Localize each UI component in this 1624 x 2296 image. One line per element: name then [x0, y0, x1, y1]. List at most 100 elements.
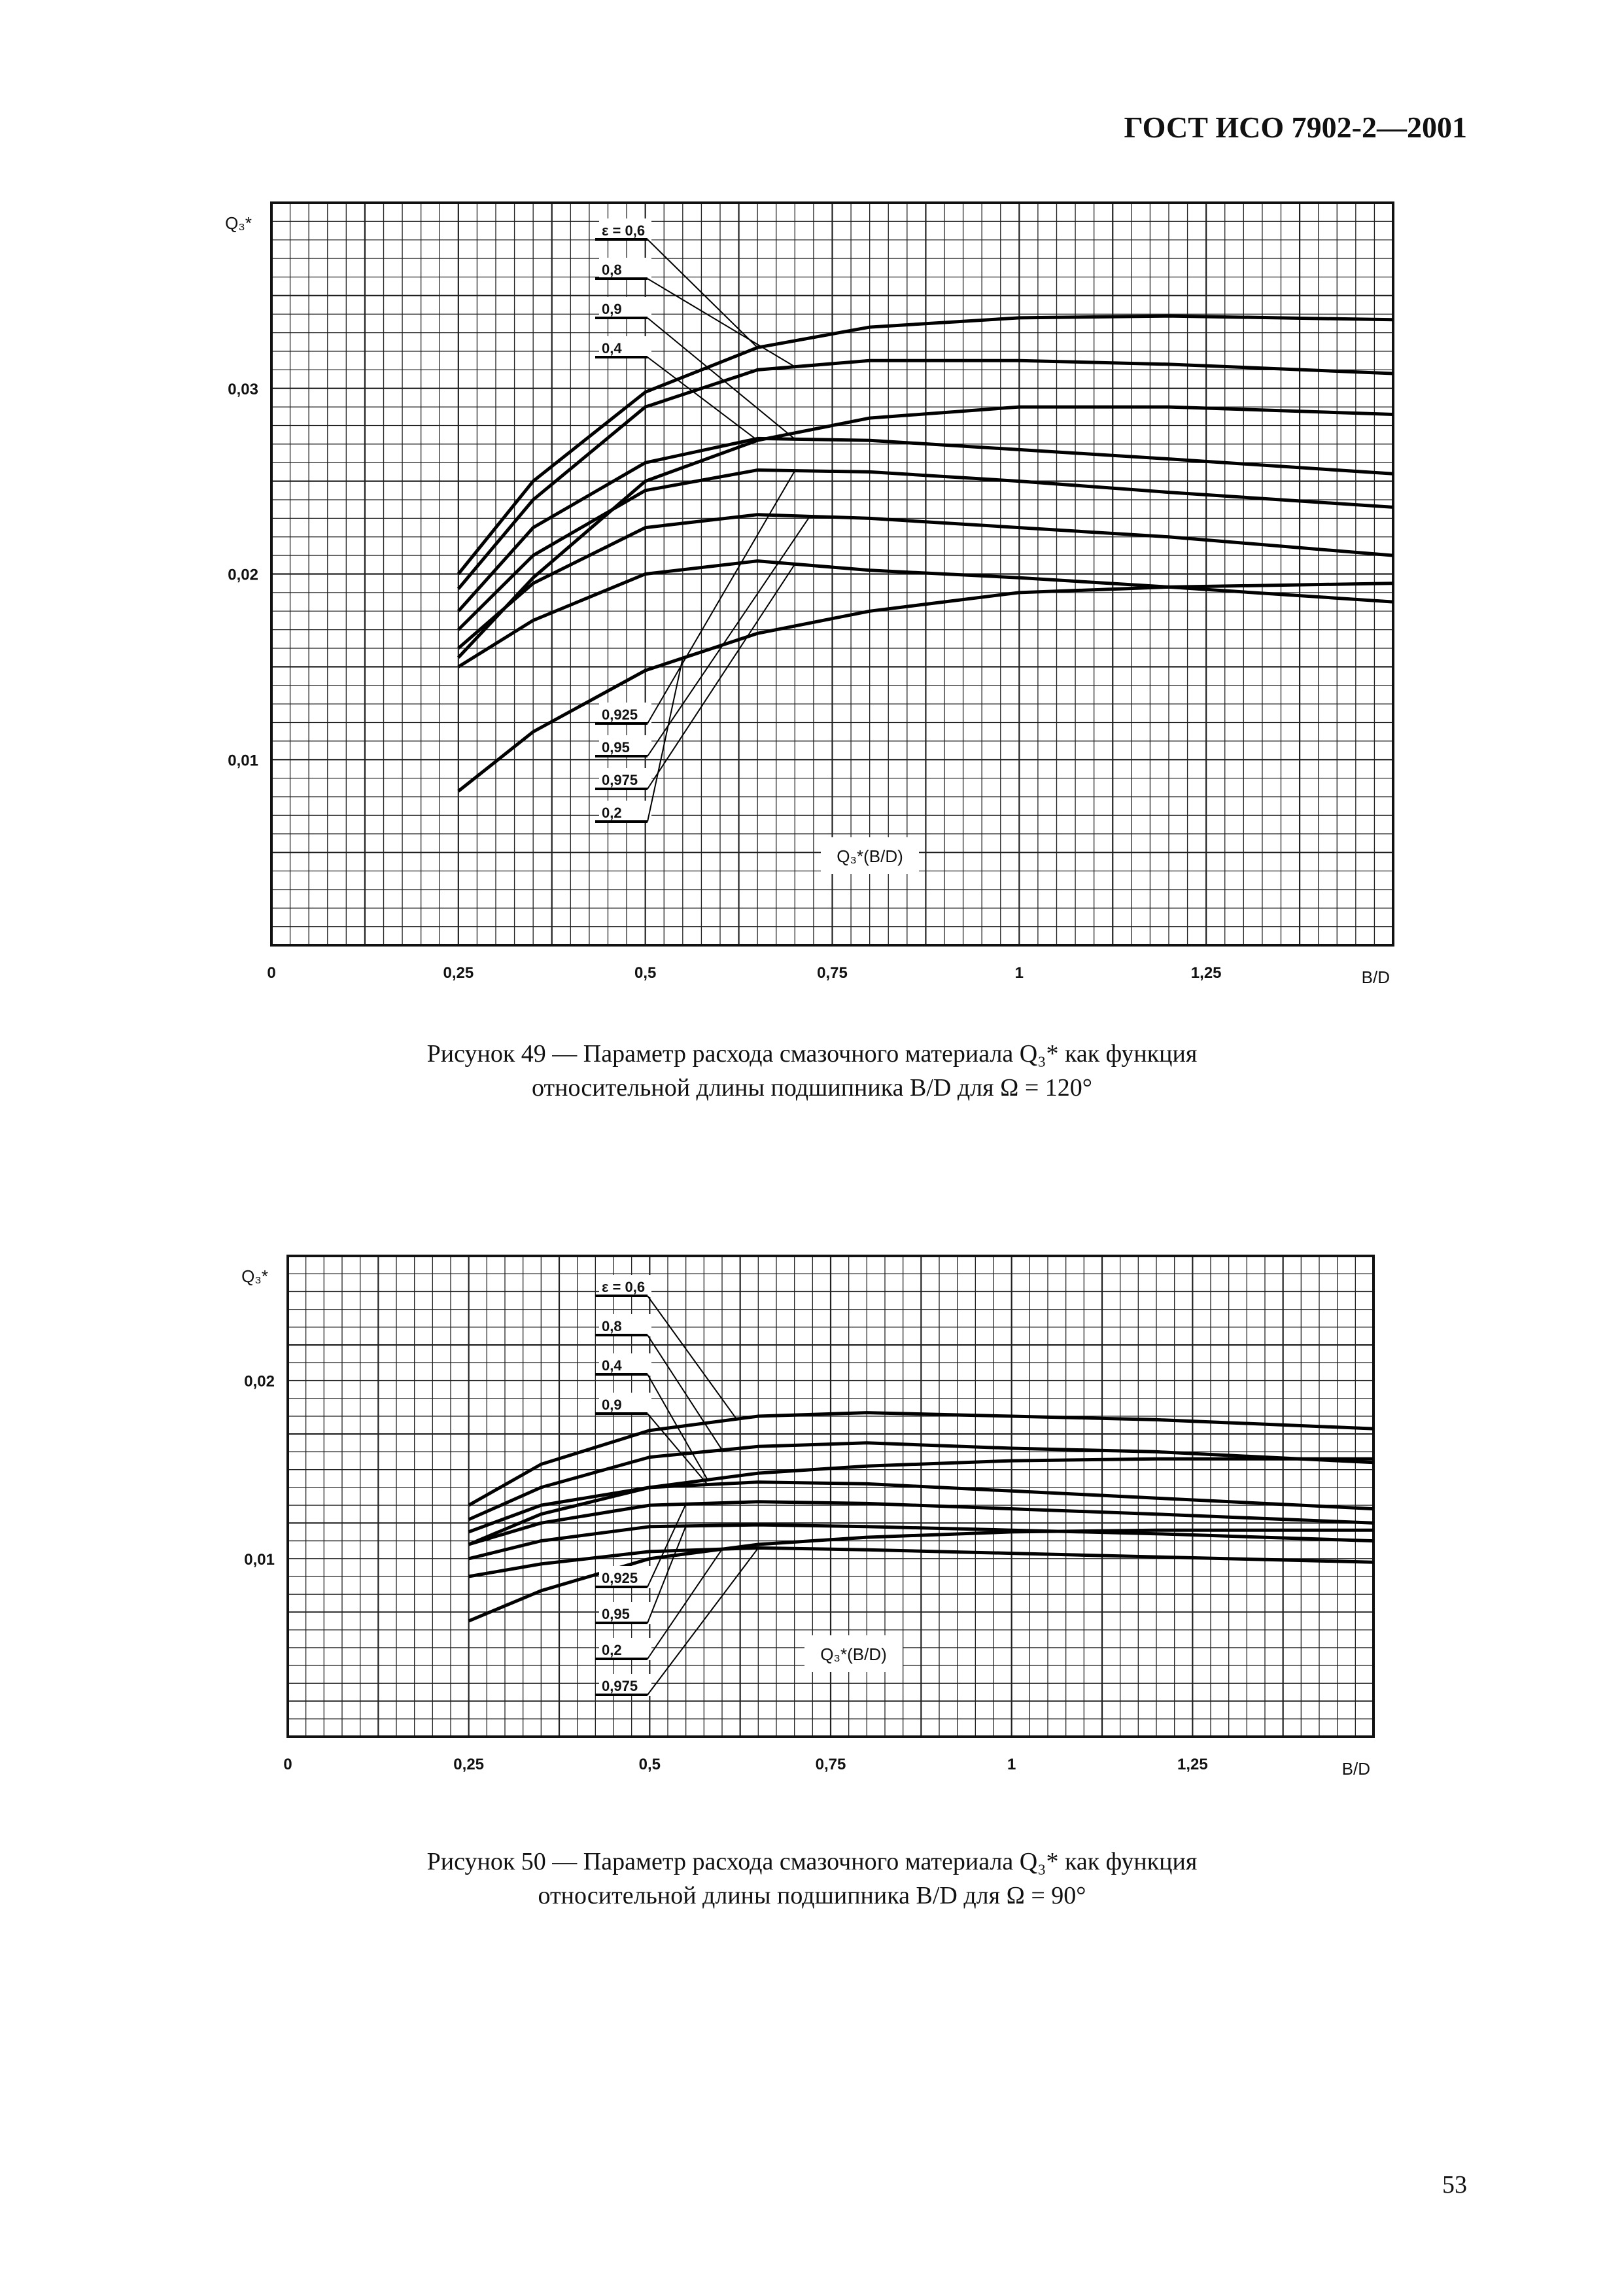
x-tick-label: 1,25 — [1191, 964, 1222, 982]
figure-49-caption: Рисунок 49 — Параметр расхода смазочного… — [0, 1037, 1624, 1105]
series-label-background — [599, 1602, 651, 1624]
x-tick-label: 0 — [267, 964, 275, 982]
figure-50-caption-line-1: Рисунок 50 — Параметр расхода смазочного… — [426, 1848, 1198, 1875]
series-label: ε = 0,6 — [602, 222, 645, 239]
series-leader-line — [647, 1413, 708, 1486]
x-tick-label: 1 — [1015, 964, 1024, 982]
series-line — [457, 405, 1394, 659]
series-line — [457, 513, 1394, 650]
x-tick-label: 0,5 — [634, 964, 656, 982]
x-tick-label: 0,75 — [817, 964, 848, 982]
series-line — [457, 436, 1394, 612]
series-label: 0,95 — [602, 1606, 630, 1622]
series-line — [468, 1411, 1374, 1507]
inset-label: Q₃*(B/D) — [820, 1644, 887, 1664]
series-label-background — [599, 1275, 651, 1297]
series-leader-line — [647, 1334, 723, 1451]
x-tick-label: 0,25 — [443, 964, 474, 982]
figure-50-chart: 0 0,25 0,5 0,75 1 1,25 0,01 0,02 Q₃* B/D Q₃*(B/D) ε… — [241, 1255, 1375, 1779]
series-label-background — [599, 1393, 651, 1415]
series-label: 0,975 — [602, 1678, 638, 1694]
series-label-background — [599, 297, 651, 319]
series-leader-line — [647, 1548, 723, 1660]
document-code-header: ГОСТ ИСО 7902-2—2001 — [1124, 111, 1467, 144]
y-tick-label: 0,02 — [228, 566, 258, 584]
series-leader-line — [647, 317, 795, 440]
series-label-background — [599, 336, 651, 358]
y-tick-label: 0,02 — [244, 1373, 275, 1391]
plot-frame — [286, 1255, 1375, 1738]
inset-label-box — [821, 837, 919, 874]
series-label: 0,975 — [602, 772, 638, 788]
x-axis-label: B/D — [1342, 1759, 1370, 1779]
series-label: ε = 0,6 — [602, 1279, 645, 1295]
series-line — [468, 1500, 1374, 1546]
series-leader-line — [647, 1503, 687, 1588]
series-label-background — [599, 1638, 651, 1660]
series-leader-line — [647, 1374, 708, 1480]
series-line — [468, 1523, 1374, 1561]
y-tick-label: 0,01 — [228, 752, 258, 769]
series-label: 0,4 — [602, 340, 622, 357]
figure-50-caption-line-2: относительной длины подшипника B/D для Ω… — [538, 1882, 1086, 1909]
series-leader-line — [647, 1525, 687, 1624]
series-line — [457, 559, 1394, 669]
grid — [270, 201, 1394, 947]
series-line — [457, 314, 1394, 576]
x-tick-label: 1,25 — [1177, 1756, 1208, 1773]
series-label: 0,8 — [602, 1318, 622, 1334]
series-leader-line — [647, 515, 811, 757]
series-label-background — [599, 218, 651, 241]
inset-label-box — [804, 1635, 903, 1672]
series-label-background — [599, 768, 651, 790]
series-label-background — [599, 703, 651, 725]
series-label: 0,4 — [602, 1357, 622, 1374]
series-label: 0,925 — [602, 706, 638, 723]
series-label-background — [599, 258, 651, 280]
x-tick-label: 0,75 — [816, 1756, 846, 1773]
y-axis-label: Q₃* — [241, 1266, 268, 1286]
series-line — [468, 1457, 1373, 1546]
x-tick-label: 0 — [283, 1756, 292, 1773]
series-label: 0,2 — [602, 805, 622, 821]
series-label-background — [599, 1314, 651, 1336]
x-tick-label: 1 — [1007, 1756, 1016, 1773]
series-line — [457, 468, 1394, 631]
x-tick-label: 0,5 — [639, 1756, 661, 1773]
series-label-background — [599, 1566, 651, 1588]
series-leader-line — [647, 470, 796, 724]
series-line — [468, 1546, 1374, 1578]
x-tick-label: 0,25 — [453, 1756, 484, 1773]
series-label-background — [599, 801, 651, 823]
series-label: 0,8 — [602, 262, 622, 278]
series-label-background — [599, 735, 651, 757]
figure-49-caption-line-1: Рисунок 49 — Параметр расхода смазочного… — [426, 1040, 1198, 1068]
series-leader-line — [647, 239, 758, 349]
series-line — [468, 1528, 1373, 1623]
series-label-background — [599, 1353, 651, 1376]
series-label: 0,925 — [602, 1570, 638, 1586]
series-line — [457, 358, 1394, 590]
series-label: 0,9 — [602, 301, 622, 317]
series-leader-line — [647, 357, 758, 441]
y-axis-label: Q₃* — [225, 213, 252, 233]
series-leader-line — [647, 1295, 737, 1419]
figure-49-chart: 0 0,25 0,5 0,75 1 1,25 0,01 0,02 0,03 Q₃* B/D Q₃*(B… — [225, 201, 1394, 987]
page-number: 53 — [1442, 2171, 1467, 2199]
series-line — [468, 1480, 1374, 1534]
figure-49-caption-line-2: относительной длины подшипника B/D для Ω… — [532, 1074, 1092, 1102]
series-leader-line — [647, 657, 683, 822]
series-leader-line — [647, 278, 795, 368]
plot-frame — [270, 201, 1394, 947]
series-label: 0,9 — [602, 1397, 622, 1413]
figure-50-caption: Рисунок 50 — Параметр расхода смазочного… — [0, 1845, 1624, 1913]
series-label: 0,95 — [602, 739, 630, 756]
series-label: 0,2 — [602, 1642, 622, 1658]
y-tick-label: 0,03 — [228, 381, 258, 398]
series-leader-line — [647, 1547, 759, 1696]
series-leader-line — [647, 563, 796, 790]
series-line — [468, 1441, 1374, 1522]
x-axis-label: B/D — [1362, 967, 1390, 987]
inset-label: Q₃*(B/D) — [837, 846, 903, 866]
series-label-background — [599, 1674, 651, 1696]
